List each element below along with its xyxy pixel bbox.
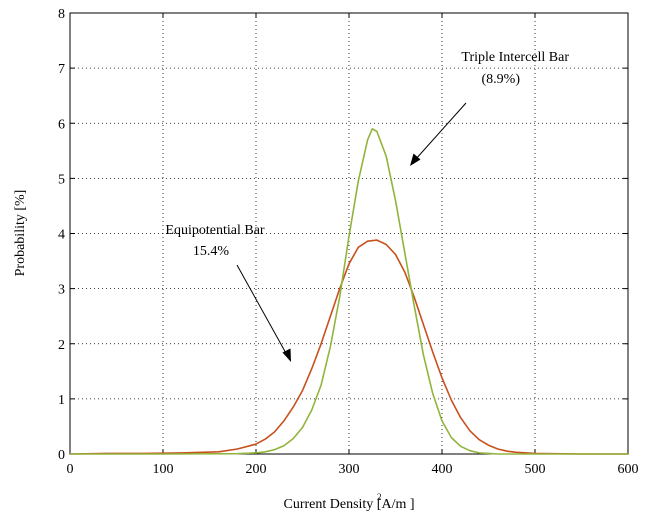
annotation-equip-line1: Equipotential Bar bbox=[165, 223, 264, 238]
x-axis-label-superscript: 2 bbox=[377, 492, 382, 502]
y-axis-label: Probability [%] bbox=[13, 190, 28, 277]
x-ticks: 0 100 200 300 400 500 600 bbox=[67, 13, 639, 477]
annotation-equip-arrowhead bbox=[282, 348, 291, 362]
annotation-triple-line2: (8.9%) bbox=[482, 72, 521, 87]
y-tick-label: 5 bbox=[58, 172, 65, 187]
series-line-2 bbox=[70, 128, 628, 455]
y-tick-label: 2 bbox=[58, 338, 65, 353]
y-tick-label: 8 bbox=[58, 7, 65, 22]
series-lines bbox=[69, 128, 628, 455]
x-tick-label: 0 bbox=[67, 462, 74, 477]
x-tick-label: 100 bbox=[153, 462, 174, 477]
y-tick-label: 7 bbox=[58, 62, 65, 77]
y-tick-label: 4 bbox=[58, 228, 65, 243]
x-tick-label: 600 bbox=[618, 462, 639, 477]
annotation-equip-arrow bbox=[236, 264, 288, 356]
annotation-triple-arrow bbox=[414, 102, 467, 161]
x-tick-label: 300 bbox=[339, 462, 360, 477]
annotation-triple-arrowhead bbox=[410, 153, 421, 166]
y-tick-label: 3 bbox=[58, 283, 65, 298]
y-tick-label: 0 bbox=[58, 448, 65, 463]
x-tick-label: 400 bbox=[432, 462, 453, 477]
series-line-1 bbox=[69, 239, 628, 455]
annotation-equip-line2: 15.4% bbox=[193, 244, 230, 259]
x-axis-label: Current Density [A/m ] bbox=[283, 497, 414, 512]
annotation-triple-line1: Triple Intercell Bar bbox=[461, 50, 569, 65]
y-tick-label: 6 bbox=[58, 117, 65, 132]
x-tick-label: 200 bbox=[246, 462, 267, 477]
x-tick-label: 500 bbox=[525, 462, 546, 477]
y-ticks: 0 1 2 3 4 5 6 7 8 bbox=[58, 7, 628, 463]
y-tick-label: 1 bbox=[58, 393, 65, 408]
